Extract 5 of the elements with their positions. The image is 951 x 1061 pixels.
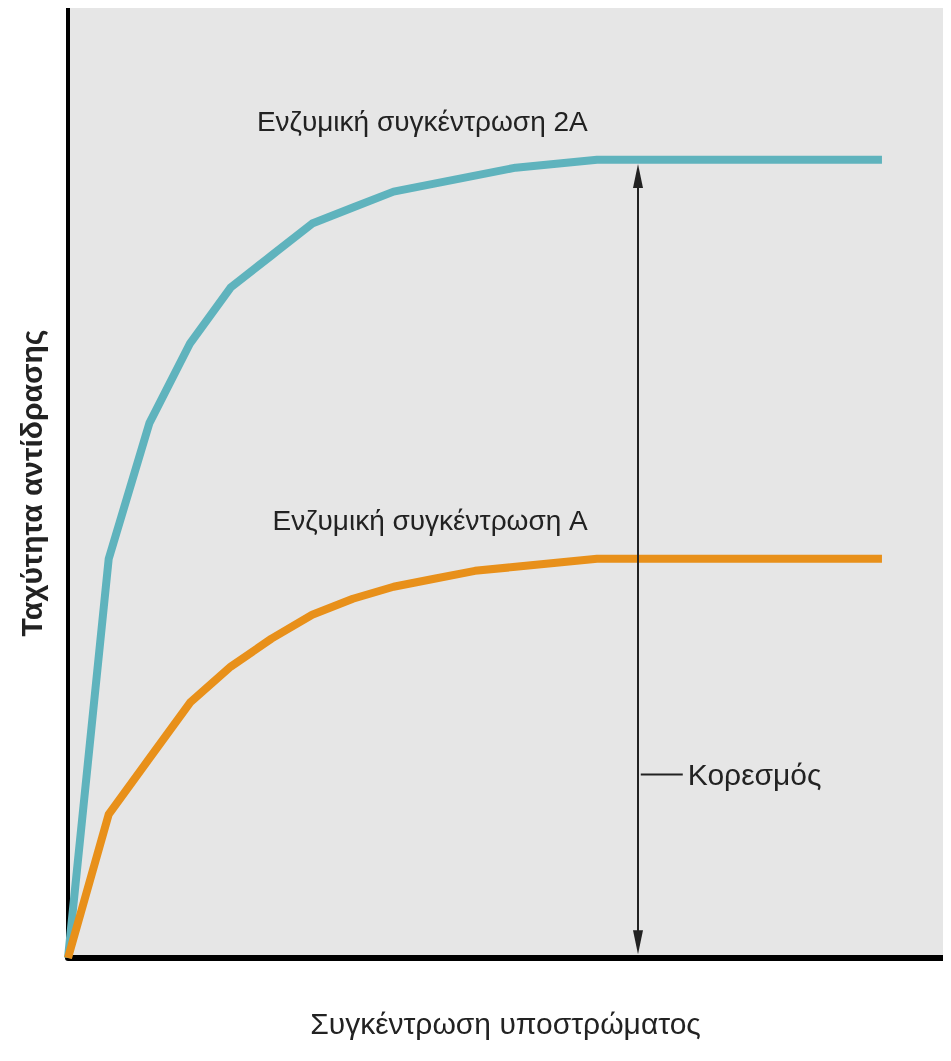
- series-label: Ενζυμική συγκέντρωση 2A: [256, 106, 589, 138]
- series-label: Ενζυμική συγκέντρωση A: [272, 505, 589, 537]
- x-axis-title: Συγκέντρωση υποστρώματος: [310, 1006, 701, 1040]
- y-axis-title: Ταχύτητα αντίδρασης: [14, 329, 48, 637]
- annotation: Κορεσμός: [687, 757, 822, 791]
